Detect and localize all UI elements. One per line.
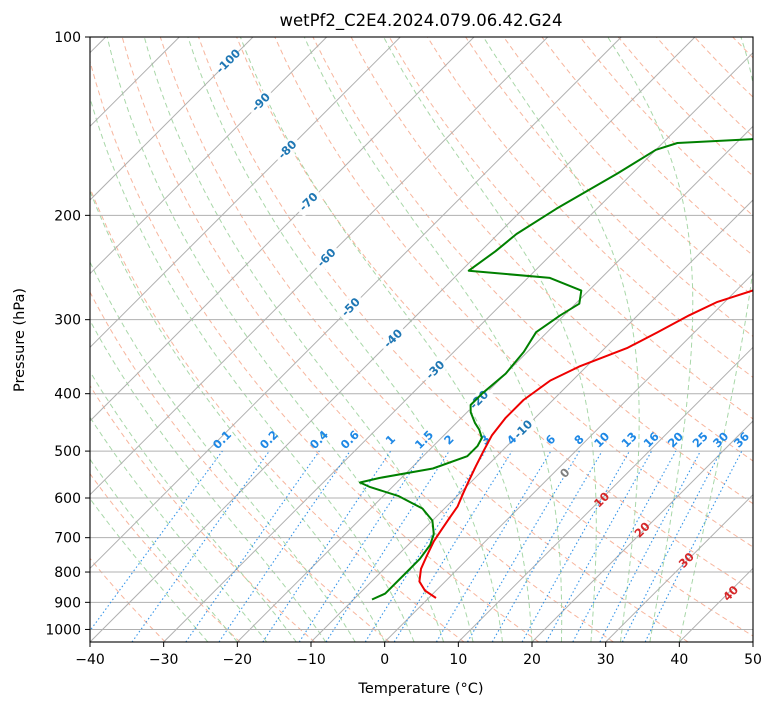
dry-adiabat-line [274, 37, 753, 548]
temperature-line [418, 289, 753, 599]
isotherm-grid-line [236, 125, 753, 642]
isotherm-grid-line [531, 420, 753, 642]
isotherm-grid-line [310, 199, 753, 642]
x-tick-label: 50 [744, 652, 762, 668]
dry-adiabat-line [90, 472, 241, 642]
y-tick-label: 500 [54, 444, 81, 460]
isotherm-label-bg [311, 243, 342, 273]
moist-adiabat-line [678, 37, 753, 642]
x-axis-title: Temperature (°C) [357, 681, 483, 697]
y-axis-title: Pressure (hPa) [12, 288, 28, 392]
dry-adiabat-line [503, 37, 753, 297]
mixing-ratio-line [262, 450, 392, 642]
mixing-ratio-line [644, 450, 743, 642]
moist-adiabat-line [90, 416, 268, 642]
moist-adiabat-line [90, 260, 356, 642]
dry-adiabat-line [198, 37, 753, 637]
mixing-ratio-line [218, 450, 351, 642]
moist-adiabat-line [187, 37, 503, 642]
dry-adiabat-line [90, 59, 540, 642]
isotherm-grid-line [90, 37, 549, 496]
isotherm-grid-line [90, 37, 328, 275]
mixing-ratio-line [572, 450, 677, 642]
mixing-ratio-line [325, 450, 450, 642]
y-tick-label: 700 [54, 531, 81, 547]
y-tick-label: 800 [54, 565, 81, 581]
moist-adiabat-line [383, 37, 597, 642]
dry-adiabat-line [236, 37, 753, 592]
y-tick-label: 400 [54, 387, 81, 403]
isotherm-label-bg [336, 292, 366, 323]
mixing-ratio-line [521, 450, 630, 642]
moist-adiabat-line [143, 37, 474, 642]
moist-adiabat-line [90, 319, 327, 642]
isotherm-label-bg [508, 414, 539, 445]
dry-adiabat-line [90, 384, 316, 642]
dry-adiabat-line [90, 291, 390, 642]
mixing-ratio-line [131, 450, 270, 642]
isotherm-grid-line [90, 37, 401, 349]
mixing-ratio-line [545, 450, 653, 642]
mixing-ratio-line [90, 450, 223, 632]
dry-adiabat-line [90, 186, 465, 642]
isotherm-grid-line [90, 37, 475, 422]
dry-adiabat-line [350, 37, 753, 462]
isotherm-label-bg [420, 355, 451, 385]
x-tick-label: −10 [296, 652, 326, 668]
moist-adiabat-line [90, 458, 238, 642]
moist-adiabat-line [482, 37, 640, 642]
isotherm-label-bg [246, 87, 276, 118]
moist-adiabat-line [90, 189, 386, 642]
isotherm-grid-line [90, 37, 622, 570]
profile-lines [359, 138, 753, 601]
moist-adiabat-line [90, 497, 209, 642]
y-tick-label: 300 [54, 313, 81, 329]
dry-adiabat-line [312, 37, 753, 505]
isotherm-grid-line [163, 51, 753, 642]
moist-adiabat-line [90, 370, 297, 642]
isotherm-grid-line [457, 346, 753, 642]
y-tick-label: 900 [54, 595, 81, 611]
isotherm-label-bg [272, 134, 303, 165]
isotherm-grid-line [90, 37, 254, 201]
x-tick-label: 30 [597, 652, 615, 668]
isotherm-label-bg [464, 385, 495, 415]
y-axis: 100 200 300 400 500 600 700 800 900 1000 [45, 30, 90, 638]
dewpoint-line [359, 138, 753, 601]
y-tick-label: 1000 [45, 622, 81, 638]
mixing-ratio-line [185, 450, 320, 642]
x-tick-label: 40 [670, 652, 688, 668]
x-tick-label: −30 [149, 652, 179, 668]
x-tick-label: 10 [449, 652, 467, 668]
mixing-ratio-line [393, 450, 513, 642]
isotherm-label-bg [378, 323, 409, 354]
isotherm-grid-line [384, 272, 753, 642]
y-tick-label: 200 [54, 208, 81, 224]
y-tick-label: 600 [54, 491, 81, 507]
x-axis: −40 −30 −20 −10 0 10 20 30 40 50 [75, 642, 762, 668]
background-lines [90, 37, 753, 642]
x-tick-label: 0 [380, 652, 389, 668]
isotherm-label-bg [294, 187, 324, 217]
plot-frame [89, 36, 754, 643]
isotherm-grid-line [605, 493, 753, 642]
x-tick-label: 20 [523, 652, 541, 668]
moist-adiabat-line [607, 37, 694, 642]
chart-title: wetPf2_C2E4.2024.079.06.42.G24 [279, 11, 562, 31]
dry-adiabat-line [426, 37, 753, 378]
moist-adiabat-line [239, 37, 533, 642]
moist-adiabat-line [106, 37, 445, 642]
y-tick-label: 100 [54, 30, 81, 46]
dry-adiabat-line [159, 37, 689, 642]
moist-adiabat-line [303, 37, 563, 642]
isotherm-label-bg [213, 46, 244, 77]
x-tick-label: −20 [223, 652, 253, 668]
x-tick-label: −40 [75, 652, 105, 668]
